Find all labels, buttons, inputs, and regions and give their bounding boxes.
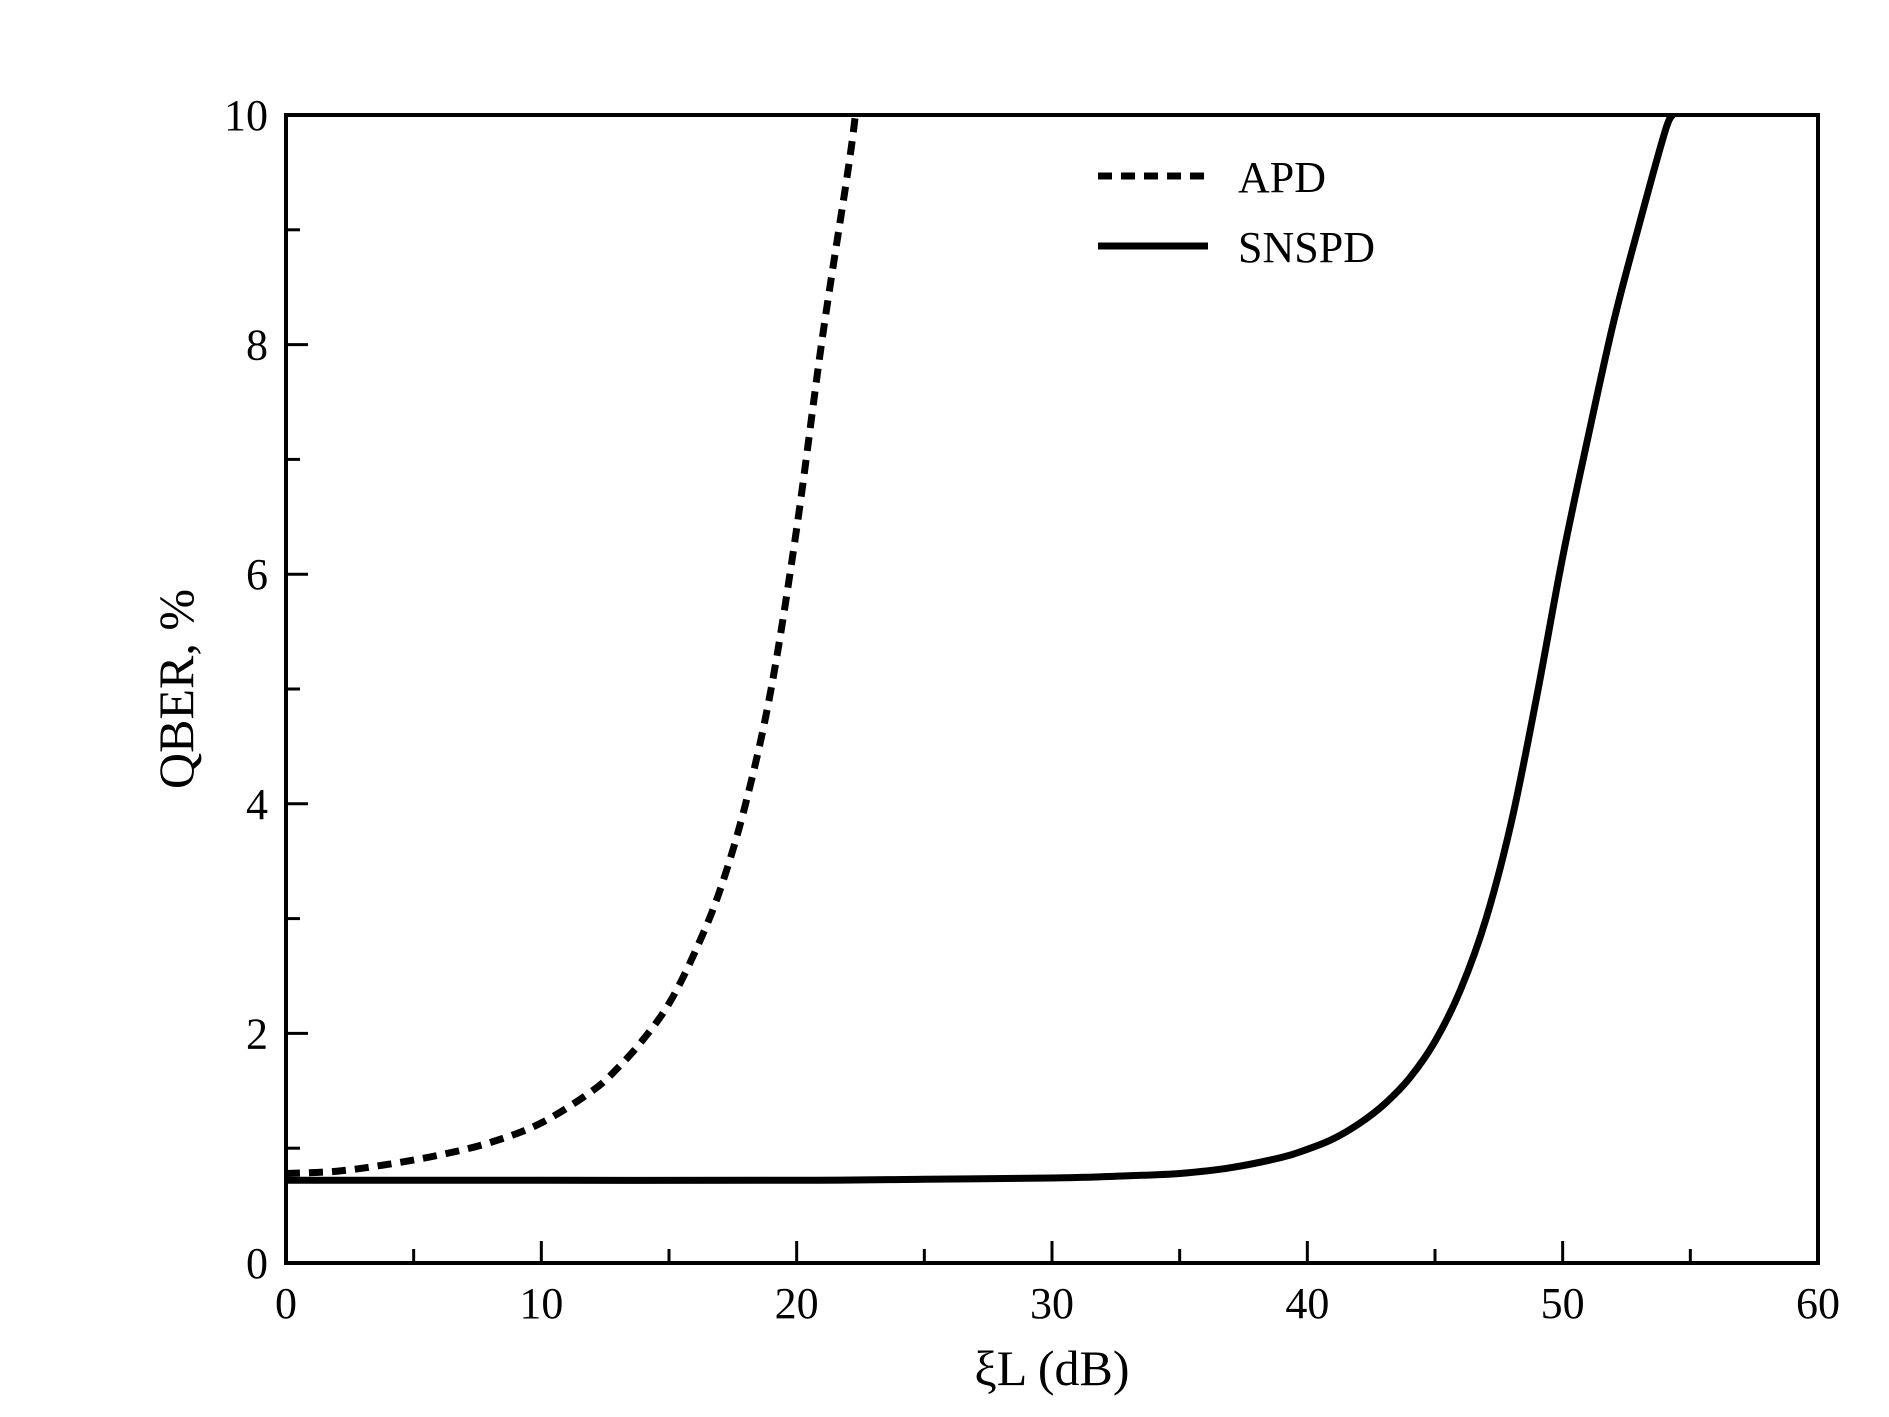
major-ticks: [284, 113, 1820, 1265]
legend-label-apd: APD: [1238, 153, 1326, 202]
x-axis-title: ξL (dB): [974, 1340, 1129, 1396]
series-layer: [286, 115, 1676, 1184]
legend: APD SNSPD: [1098, 153, 1375, 272]
x-tick-label: 60: [1796, 1279, 1840, 1328]
y-tick-label: 2: [246, 1009, 268, 1058]
minor-ticks: [286, 228, 1692, 1263]
x-tick-label: 50: [1541, 1279, 1585, 1328]
y-axis-title: QBER, %: [148, 589, 204, 789]
legend-label-snspd: SNSPD: [1238, 223, 1375, 272]
tick-labels: 0 10 20 30 40 50 60 0 2 4 6 8 10: [224, 91, 1840, 1328]
x-tick-label: 0: [275, 1279, 297, 1328]
y-tick-label: 0: [246, 1239, 268, 1288]
x-tick-label: 30: [1030, 1279, 1074, 1328]
x-tick-label: 20: [775, 1279, 819, 1328]
plot-frame: [284, 113, 1820, 1265]
x-tick-label: 40: [1285, 1279, 1329, 1328]
series-line-snspd: [286, 115, 1676, 1184]
y-tick-label: 6: [246, 550, 268, 599]
x-tick-label: 10: [519, 1279, 563, 1328]
series-line-apd: [286, 115, 859, 1177]
y-tick-label: 4: [246, 780, 268, 829]
y-tick-label: 8: [246, 321, 268, 370]
y-tick-label: 10: [224, 91, 268, 140]
